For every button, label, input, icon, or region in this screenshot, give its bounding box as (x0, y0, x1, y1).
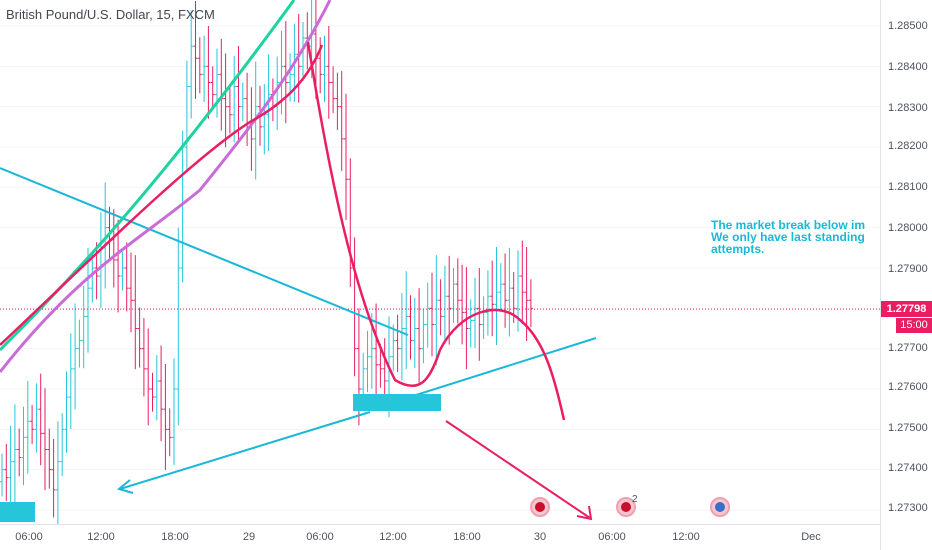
price-tick: 1.28000 (888, 222, 928, 234)
text-annotation[interactable]: The market break below im We only have l… (711, 219, 880, 255)
time-axis-divider (0, 524, 880, 525)
pink-curve-projection (306, 41, 566, 421)
uk-flag-icon[interactable] (616, 497, 636, 517)
time-tick: 12:00 (87, 531, 115, 543)
price-chart[interactable] (0, 0, 880, 524)
time-tick: 18:00 (161, 531, 189, 543)
time-tick: 06:00 (598, 531, 626, 543)
time-tick: 06:00 (15, 531, 43, 543)
last-price-label: 1.27798 (881, 301, 932, 317)
price-tick: 1.28300 (888, 102, 928, 114)
descending-trendline (0, 167, 409, 336)
annotation-line: The market break below im (711, 219, 866, 232)
price-axis-divider (880, 0, 881, 550)
down-left-arrowhead (116, 479, 134, 494)
time-tick: Dec (801, 531, 821, 543)
price-tick: 1.28200 (888, 140, 928, 152)
time-range-marker (0, 502, 35, 522)
price-tick: 1.27400 (888, 462, 928, 474)
price-tick: 1.27700 (888, 342, 928, 354)
price-tick: 1.28500 (888, 20, 928, 32)
down-right-arrow (445, 420, 591, 519)
time-tick: 18:00 (453, 531, 481, 543)
time-tick: 29 (242, 531, 256, 543)
annotation-line: We only have last standing (711, 230, 865, 244)
uk-flag-icon[interactable] (530, 497, 550, 517)
price-tick: 1.27300 (888, 502, 928, 514)
purple-curve (0, 0, 332, 373)
time-tick: 12:00 (672, 531, 700, 543)
us-flag-icon[interactable] (710, 497, 730, 517)
down-left-arrow (119, 411, 371, 490)
price-tick: 1.28400 (888, 61, 928, 73)
price-tick: 1.27600 (888, 381, 928, 393)
time-tick: 06:00 (306, 531, 334, 543)
green-curve (0, 0, 296, 352)
annotation-line: attempts. (711, 242, 765, 255)
price-tick: 1.28100 (888, 181, 928, 193)
bar-countdown-label: 15:00 (896, 318, 932, 333)
price-tick: 1.27500 (888, 422, 928, 434)
pink-curve-rising (0, 44, 324, 346)
down-right-arrowhead (576, 505, 593, 521)
support-box (353, 394, 441, 411)
price-tick: 1.27900 (888, 263, 928, 275)
time-tick: 12:00 (379, 531, 407, 543)
event-count: 2 (632, 494, 638, 505)
chart-title: British Pound/U.S. Dollar, 15, FXCM (6, 7, 215, 22)
time-tick: 30 (533, 531, 547, 543)
